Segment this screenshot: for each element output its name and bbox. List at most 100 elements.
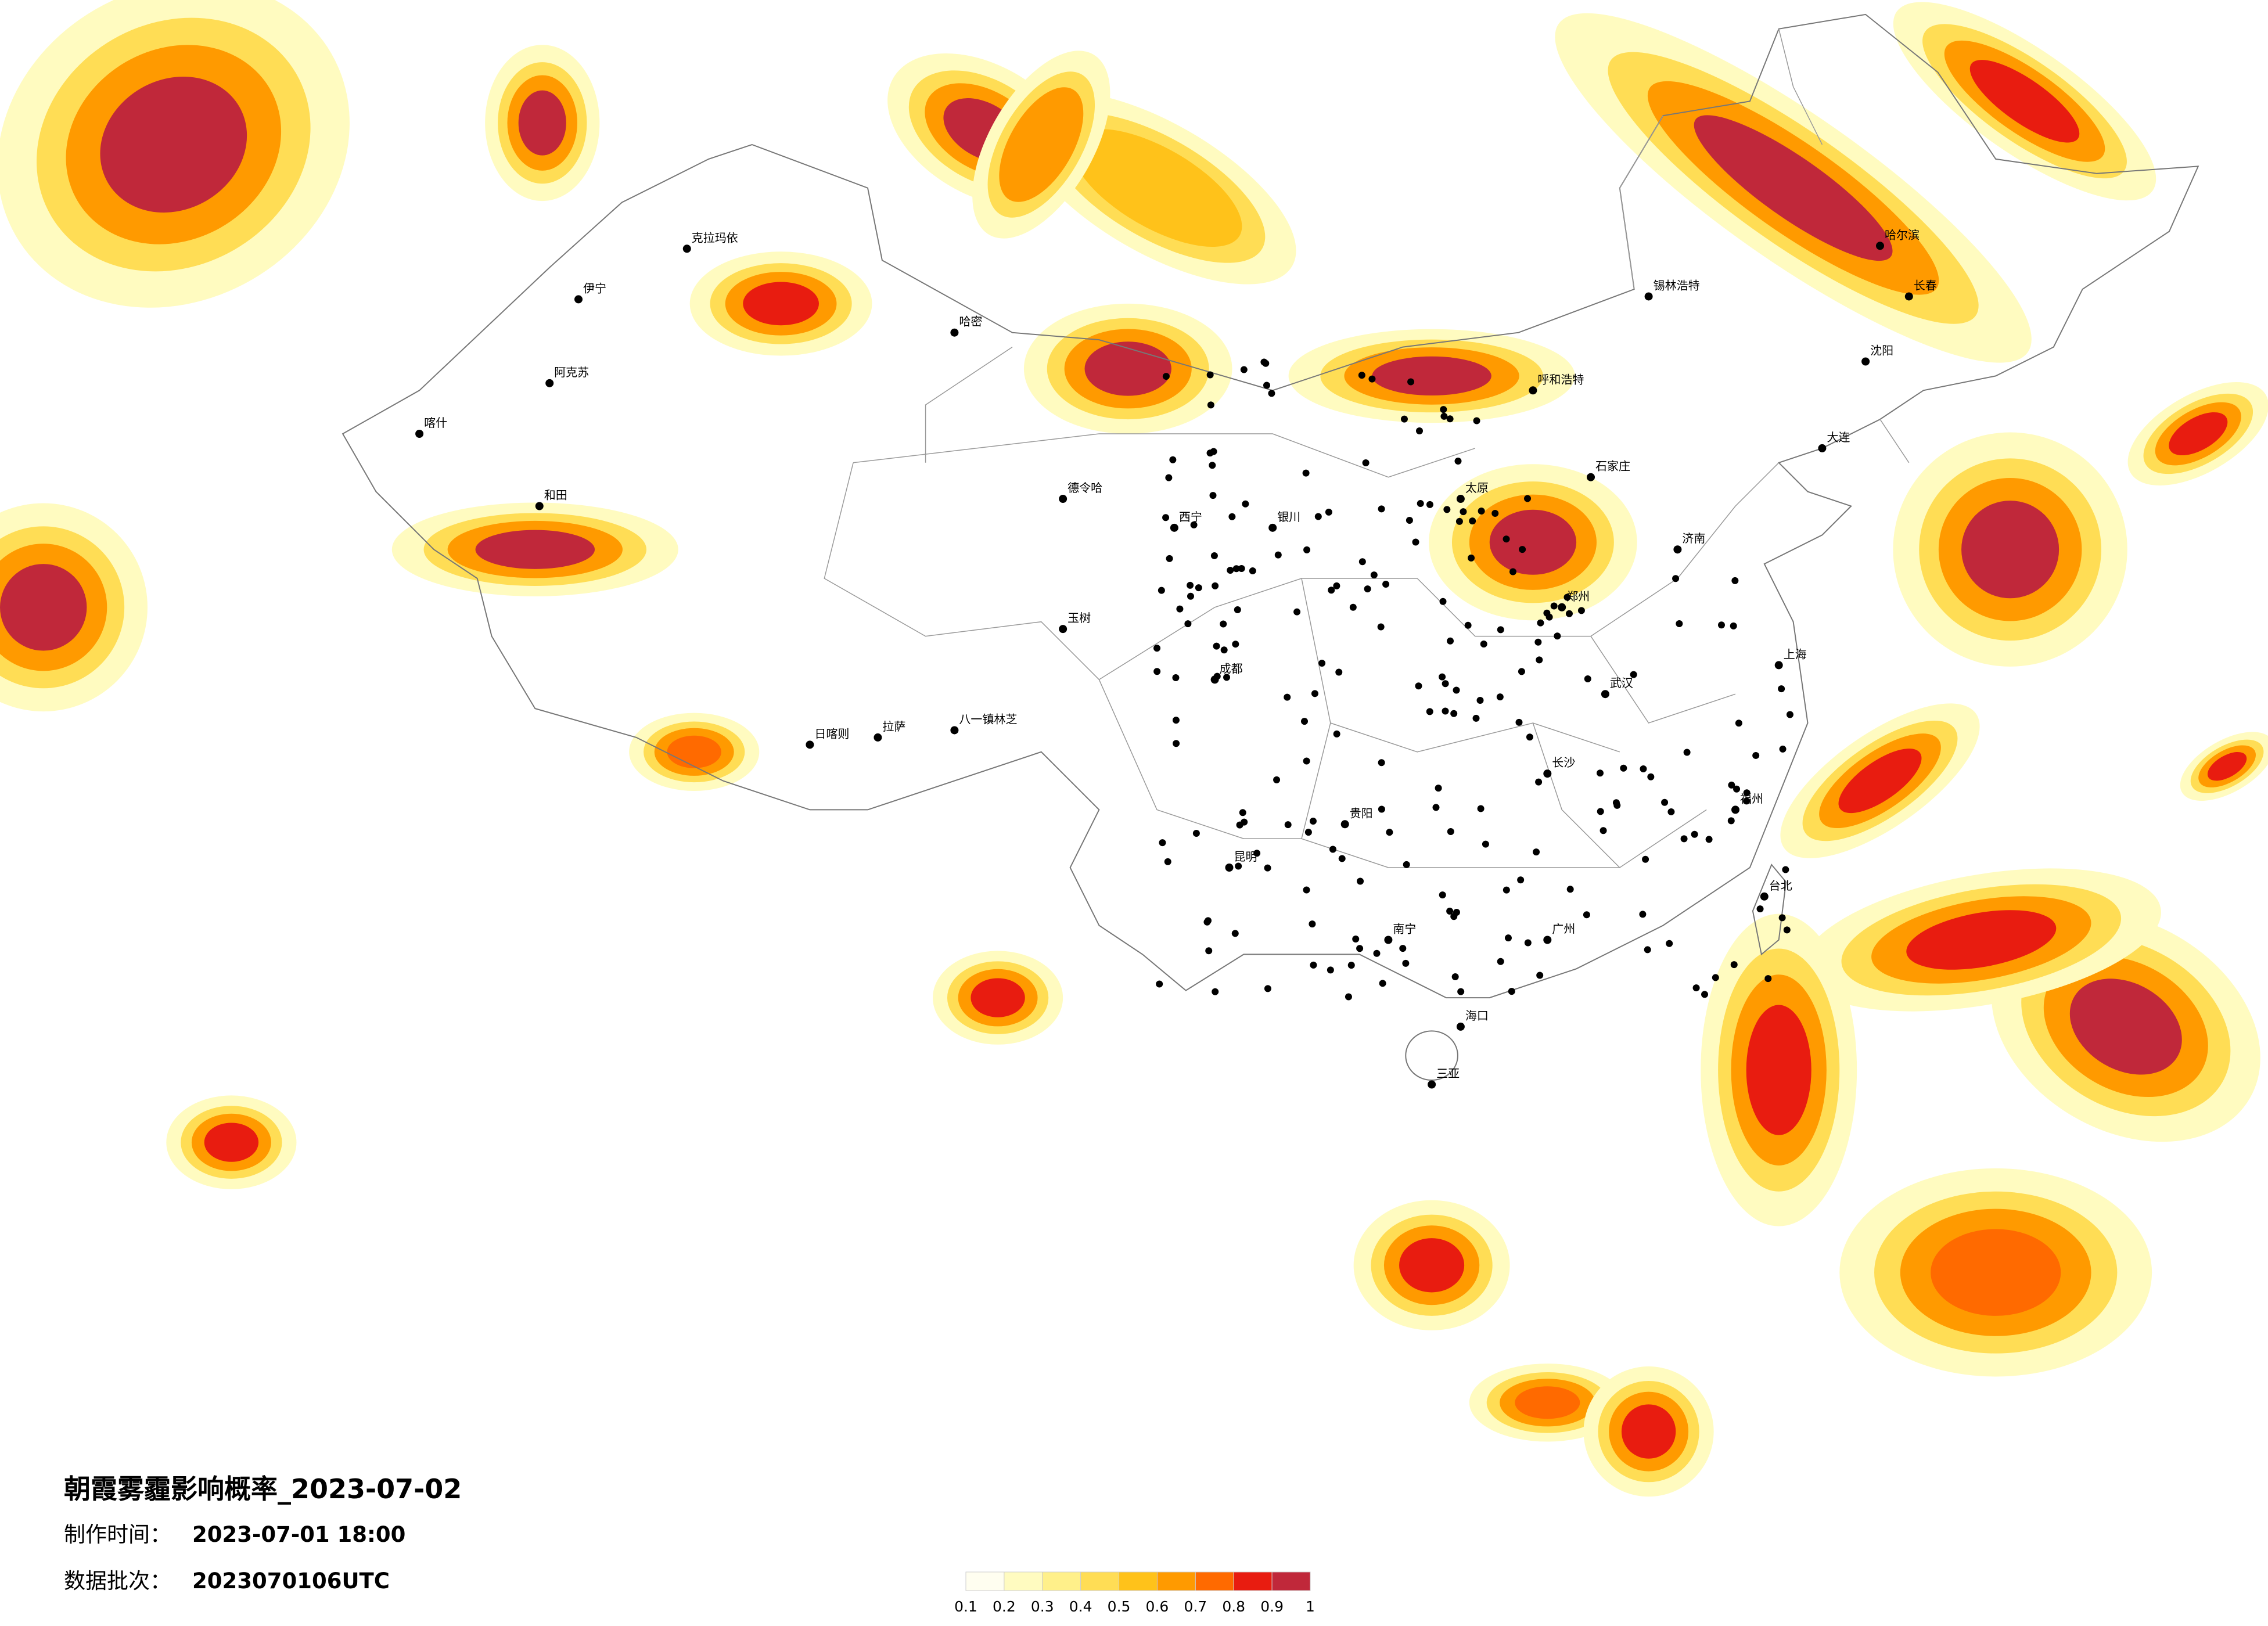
city-dot (1268, 523, 1277, 532)
heat-blob (1012, 105, 1070, 184)
city-dot (1228, 513, 1236, 520)
city-dot (1232, 565, 1240, 573)
city-dot (1309, 818, 1317, 825)
city-dot (1727, 817, 1735, 825)
city-dot (1477, 805, 1485, 812)
city-dot (1176, 605, 1184, 613)
city-dot (1554, 632, 1561, 640)
heat-blob (204, 1123, 259, 1162)
city-dot (1239, 809, 1246, 816)
city-dot (1435, 785, 1442, 792)
city-dot (1876, 242, 1884, 250)
city-dot (1378, 805, 1385, 813)
city-label: 武汉 (1610, 676, 1633, 690)
city-label: 哈密 (959, 315, 982, 329)
city-label: 德令哈 (1067, 481, 1102, 495)
heat-blob (1746, 1005, 1811, 1135)
city-label: 成都 (1220, 661, 1243, 675)
city-dot (1190, 521, 1198, 528)
city-dot (574, 295, 583, 304)
city-dot (1238, 564, 1245, 572)
city-dot (1333, 582, 1340, 589)
legend-tick-label: 0.3 (1031, 1598, 1054, 1615)
city-dot (1310, 961, 1317, 969)
city-label: 昆明 (1234, 850, 1257, 864)
city-dot (1464, 621, 1472, 629)
city-dot (1284, 693, 1291, 701)
city-dot (1476, 696, 1484, 704)
city-dot (1172, 717, 1180, 724)
city-dot (1170, 523, 1178, 532)
legend-tick-label: 0.2 (993, 1598, 1016, 1615)
borders (342, 13, 2199, 1081)
hainan (1405, 1030, 1458, 1081)
taiwan (1752, 864, 1787, 956)
city-dot (1535, 778, 1543, 786)
city-dot (1210, 675, 1219, 684)
legend-swatch (1195, 1571, 1234, 1591)
city-dot (1162, 373, 1170, 380)
province-lines (824, 346, 1780, 868)
legend-swatch (1080, 1571, 1120, 1591)
legend-swatch (965, 1571, 1005, 1591)
city-dot (1273, 776, 1281, 783)
city-label: 上海 (1784, 647, 1807, 661)
city-label: 拉萨 (882, 720, 905, 733)
city-dot (1402, 959, 1410, 967)
city-dot (1439, 891, 1446, 899)
city-dot (1453, 686, 1460, 694)
city-dot (1717, 621, 1725, 629)
city-dot (1680, 835, 1688, 843)
city-dot (1169, 456, 1177, 463)
batch-label: 数据批次： (64, 1569, 171, 1593)
city-dot (1172, 674, 1180, 681)
city-dot (1661, 798, 1669, 806)
city-dot (950, 726, 959, 735)
heat-blob (1489, 509, 1577, 575)
city-dot (1220, 620, 1227, 628)
city-label: 福州 (1740, 792, 1763, 805)
city-dot (1454, 458, 1462, 465)
city-dot (1752, 751, 1760, 759)
heat-blob (1099, 148, 1215, 228)
city-dot (1497, 626, 1504, 634)
city-dot (1691, 830, 1698, 838)
city-dot (1861, 357, 1870, 366)
legend-tick-label: 0.8 (1222, 1598, 1245, 1615)
city-dot (1601, 690, 1609, 699)
city-dot (1644, 292, 1653, 301)
city-dot (1439, 598, 1447, 605)
city-dot (1534, 638, 1542, 646)
city-dot (1597, 808, 1604, 815)
city-dot (1192, 829, 1200, 837)
heat-blob (1515, 1386, 1580, 1419)
city-dot (1515, 718, 1523, 726)
city-dot (1377, 623, 1385, 631)
city-dot (1187, 592, 1194, 600)
city-dot (1311, 690, 1318, 697)
city-dot (1338, 855, 1346, 862)
heat-blob (1969, 60, 2080, 143)
city-dot (1159, 839, 1166, 847)
city-dot (1712, 974, 1719, 981)
city-dot (1468, 554, 1475, 562)
city-dot (1455, 517, 1463, 525)
legend-tick-label: 0.7 (1184, 1598, 1207, 1615)
city-dot (1153, 645, 1161, 652)
heat-blob (0, 564, 87, 651)
city-dot (1417, 500, 1424, 508)
city-dot (1263, 382, 1270, 389)
city-dot (1450, 710, 1458, 717)
city-dot (1596, 769, 1604, 777)
city-dot (1676, 620, 1683, 627)
city-label: 八一镇林芝 (959, 712, 1017, 726)
city-dot (1491, 509, 1499, 517)
city-dot (1453, 908, 1460, 916)
city-dot (1415, 427, 1423, 434)
city-dot (1760, 892, 1769, 901)
city-dot (1692, 984, 1700, 992)
city-dot (1358, 372, 1365, 379)
city-label: 石家庄 (1595, 459, 1630, 473)
city-dot (1300, 718, 1308, 725)
